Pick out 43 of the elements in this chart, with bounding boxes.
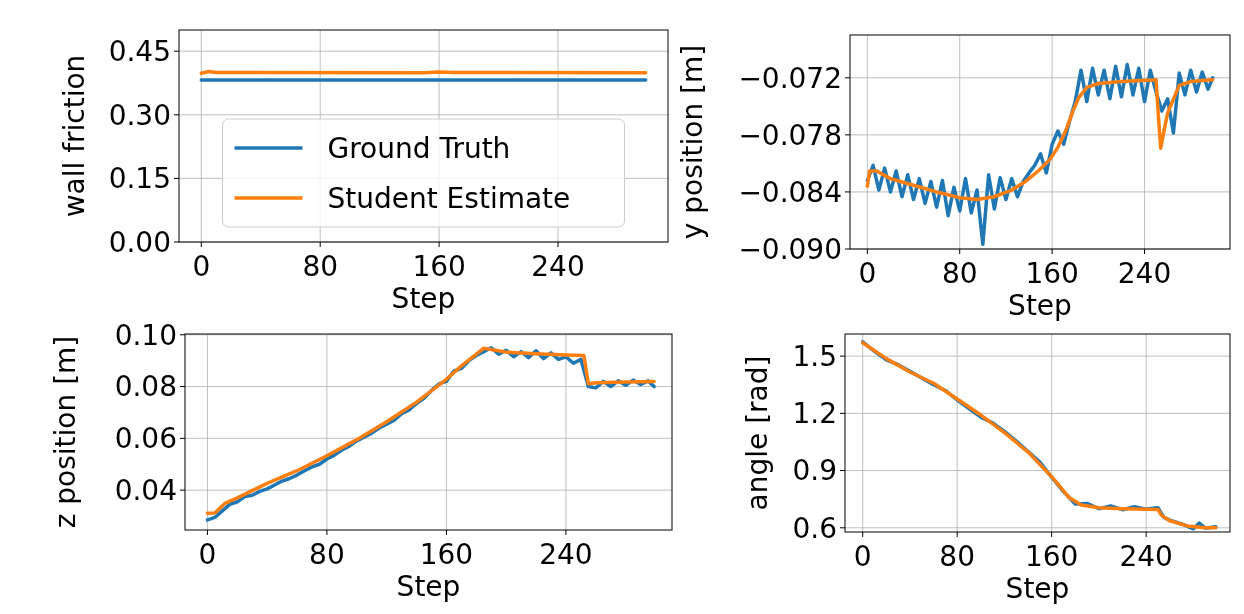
y-tick-label: 1.2 bbox=[792, 397, 837, 431]
x-tick-label: 80 bbox=[309, 538, 345, 571]
y-tick-label: 0.6 bbox=[792, 511, 837, 545]
y-tick-label: 0.04 bbox=[114, 473, 177, 507]
y-tick-label: −0.090 bbox=[738, 232, 842, 266]
y-axis-title: z position [m] bbox=[49, 335, 82, 529]
x-axis-title: Step bbox=[391, 282, 456, 315]
y-tick-label: −0.084 bbox=[738, 175, 842, 209]
x-tick-label: 160 bbox=[419, 538, 474, 571]
x-tick-label: 80 bbox=[941, 257, 978, 290]
y-tick-label: 0.45 bbox=[108, 35, 171, 68]
x-tick-label: 160 bbox=[412, 250, 466, 283]
y-tick-label: 0.08 bbox=[114, 370, 177, 404]
y-tick-label: 0.00 bbox=[108, 225, 171, 259]
y-tick-label: 0.10 bbox=[114, 318, 177, 352]
y-tick-label: 1.5 bbox=[792, 339, 837, 373]
x-tick-label: 0 bbox=[858, 257, 877, 290]
y-tick-label: 0.06 bbox=[114, 422, 177, 456]
x-tick-label: 160 bbox=[1024, 540, 1079, 573]
x-tick-label: 240 bbox=[1117, 257, 1172, 290]
y-tick-label: −0.078 bbox=[738, 118, 842, 152]
x-tick-label: 0 bbox=[198, 538, 217, 571]
line-series bbox=[865, 77, 1215, 202]
y-axis-title: wall friction bbox=[58, 54, 91, 218]
y-axis-title: y position [m] bbox=[676, 44, 709, 240]
y-tick-label: 0.15 bbox=[108, 162, 171, 196]
y-tick-label: 0.30 bbox=[108, 98, 171, 132]
x-tick-label: 240 bbox=[539, 538, 593, 571]
x-tick-label: 0 bbox=[192, 250, 211, 283]
y-axis-title: angle [rad] bbox=[741, 355, 774, 511]
x-tick-label: 240 bbox=[531, 250, 585, 283]
x-tick-label: 160 bbox=[1025, 257, 1079, 290]
x-tick-label: 80 bbox=[939, 540, 976, 573]
y-tick-label: −0.072 bbox=[738, 61, 842, 95]
legend-label: Ground Truth bbox=[327, 131, 511, 165]
legend-label: Student Estimate bbox=[327, 181, 571, 215]
x-tick-label: 0 bbox=[853, 540, 872, 573]
x-tick-label: 240 bbox=[1119, 540, 1173, 573]
x-axis-title: Step bbox=[396, 570, 461, 603]
x-axis-title: Step bbox=[1008, 289, 1072, 322]
x-tick-label: 80 bbox=[302, 250, 339, 283]
x-axis-title: Step bbox=[1005, 572, 1070, 605]
y-tick-label: 0.9 bbox=[792, 454, 837, 488]
